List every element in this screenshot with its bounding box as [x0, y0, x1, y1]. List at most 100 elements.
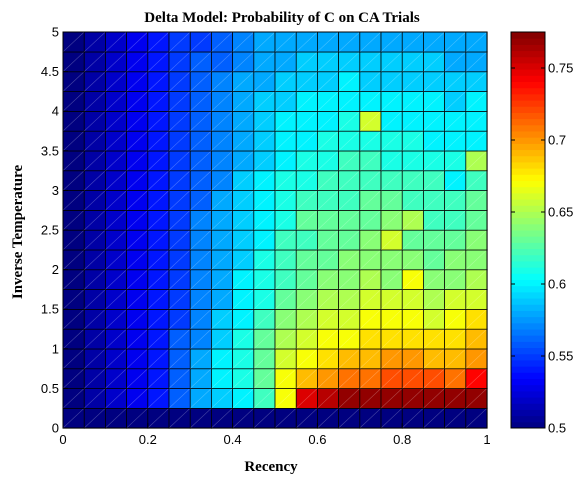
- cell-diagonal: [401, 150, 424, 171]
- cell-diagonal: [295, 130, 318, 152]
- cell-diagonal: [253, 51, 276, 72]
- cell-diagonal: [295, 209, 318, 231]
- colorbar-band: [511, 341, 545, 349]
- colorbar-band: [511, 106, 545, 113]
- cell-diagonal: [444, 51, 467, 72]
- cell-diagonal: [232, 31, 255, 53]
- colorbar-band: [511, 217, 545, 225]
- cell-diagonal: [295, 308, 318, 330]
- colorbar-tick-label: 0.7: [548, 133, 566, 148]
- cell-diagonal: [423, 269, 445, 290]
- cell-diagonal: [62, 31, 85, 53]
- colorbar-band: [511, 260, 545, 268]
- colorbar-band: [511, 205, 545, 212]
- cell-diagonal: [465, 249, 488, 270]
- cell-diagonal: [401, 209, 424, 231]
- cell-diagonal: [295, 150, 318, 171]
- cell-diagonal: [465, 289, 488, 310]
- cell-diagonal: [465, 51, 488, 72]
- cell-diagonal: [211, 150, 233, 171]
- cell-diagonal: [401, 407, 424, 429]
- heatmap-cells: [62, 31, 488, 429]
- y-tick-label: 0: [52, 421, 59, 436]
- cell-diagonal: [253, 71, 276, 92]
- cell-diagonal: [317, 150, 339, 171]
- cell-diagonal: [274, 150, 297, 171]
- colorbar-band: [511, 143, 545, 151]
- cell-diagonal: [211, 91, 233, 112]
- cell-diagonal: [465, 190, 488, 211]
- cell-diagonal: [105, 269, 127, 290]
- cell-diagonal: [401, 348, 424, 369]
- cell-diagonal: [338, 368, 361, 389]
- cell-diagonal: [423, 51, 445, 72]
- cell-diagonal: [359, 31, 382, 53]
- cell-diagonal: [465, 209, 488, 231]
- cell-diagonal: [359, 51, 382, 72]
- colorbar-band: [511, 273, 545, 280]
- cell-diagonal: [401, 328, 424, 350]
- cell-diagonal: [338, 110, 361, 132]
- cell-diagonal: [338, 249, 361, 270]
- x-tick-label: 0.2: [139, 432, 157, 447]
- cell-diagonal: [274, 388, 297, 409]
- cell-diagonal: [380, 229, 403, 251]
- cell-diagonal: [274, 269, 297, 290]
- cell-diagonal: [105, 71, 127, 92]
- cell-diagonal: [380, 130, 403, 152]
- cell-diagonal: [83, 31, 106, 53]
- cell-diagonal: [380, 71, 403, 92]
- cell-diagonal: [105, 348, 127, 369]
- cell-diagonal: [338, 229, 361, 251]
- cell-diagonal: [211, 130, 233, 152]
- cell-diagonal: [105, 308, 127, 330]
- cell-diagonal: [359, 407, 382, 429]
- cell-diagonal: [317, 308, 339, 330]
- cell-diagonal: [105, 388, 127, 409]
- colorbar-band: [511, 44, 545, 52]
- cell-diagonal: [423, 91, 445, 112]
- cell-diagonal: [62, 91, 85, 112]
- cell-diagonal: [253, 110, 276, 132]
- cell-diagonal: [232, 110, 255, 132]
- colorbar-band: [511, 168, 545, 175]
- cell-diagonal: [147, 71, 170, 92]
- cell-diagonal: [126, 348, 149, 369]
- cell-diagonal: [105, 51, 127, 72]
- cell-diagonal: [211, 190, 233, 211]
- colorbar-tick-label: 0.6: [548, 277, 566, 292]
- y-tick-label: 3: [52, 183, 59, 198]
- cell-diagonal: [423, 130, 445, 152]
- cell-diagonal: [105, 110, 127, 132]
- cell-diagonal: [62, 388, 85, 409]
- cell-diagonal: [359, 130, 382, 152]
- cell-diagonal: [147, 31, 170, 53]
- cell-diagonal: [62, 289, 85, 310]
- cell-diagonal: [189, 348, 212, 369]
- cell-diagonal: [274, 130, 297, 152]
- cell-diagonal: [274, 51, 297, 72]
- colorbar-band: [511, 322, 545, 330]
- cell-diagonal: [253, 91, 276, 112]
- cell-diagonal: [62, 150, 85, 171]
- cell-diagonal: [126, 328, 149, 350]
- y-axis-label: Inverse Temperature: [10, 165, 26, 300]
- colorbar-band: [511, 174, 545, 181]
- cell-diagonal: [359, 110, 382, 132]
- cell-diagonal: [274, 71, 297, 92]
- cell-diagonal: [359, 229, 382, 251]
- colorbar-band: [511, 254, 545, 262]
- colorbar-band: [511, 372, 545, 379]
- y-tick-label: 2.5: [41, 223, 59, 238]
- cell-diagonal: [465, 150, 488, 171]
- colorbar-band: [511, 137, 545, 144]
- cell-diagonal: [359, 150, 382, 171]
- cell-diagonal: [105, 368, 127, 389]
- cell-diagonal: [317, 110, 339, 132]
- cell-diagonal: [380, 249, 403, 270]
- cell-diagonal: [401, 170, 424, 191]
- cell-diagonal: [380, 328, 403, 350]
- cell-diagonal: [253, 150, 276, 171]
- y-tick-label: 2: [52, 262, 59, 277]
- cell-diagonal: [380, 51, 403, 72]
